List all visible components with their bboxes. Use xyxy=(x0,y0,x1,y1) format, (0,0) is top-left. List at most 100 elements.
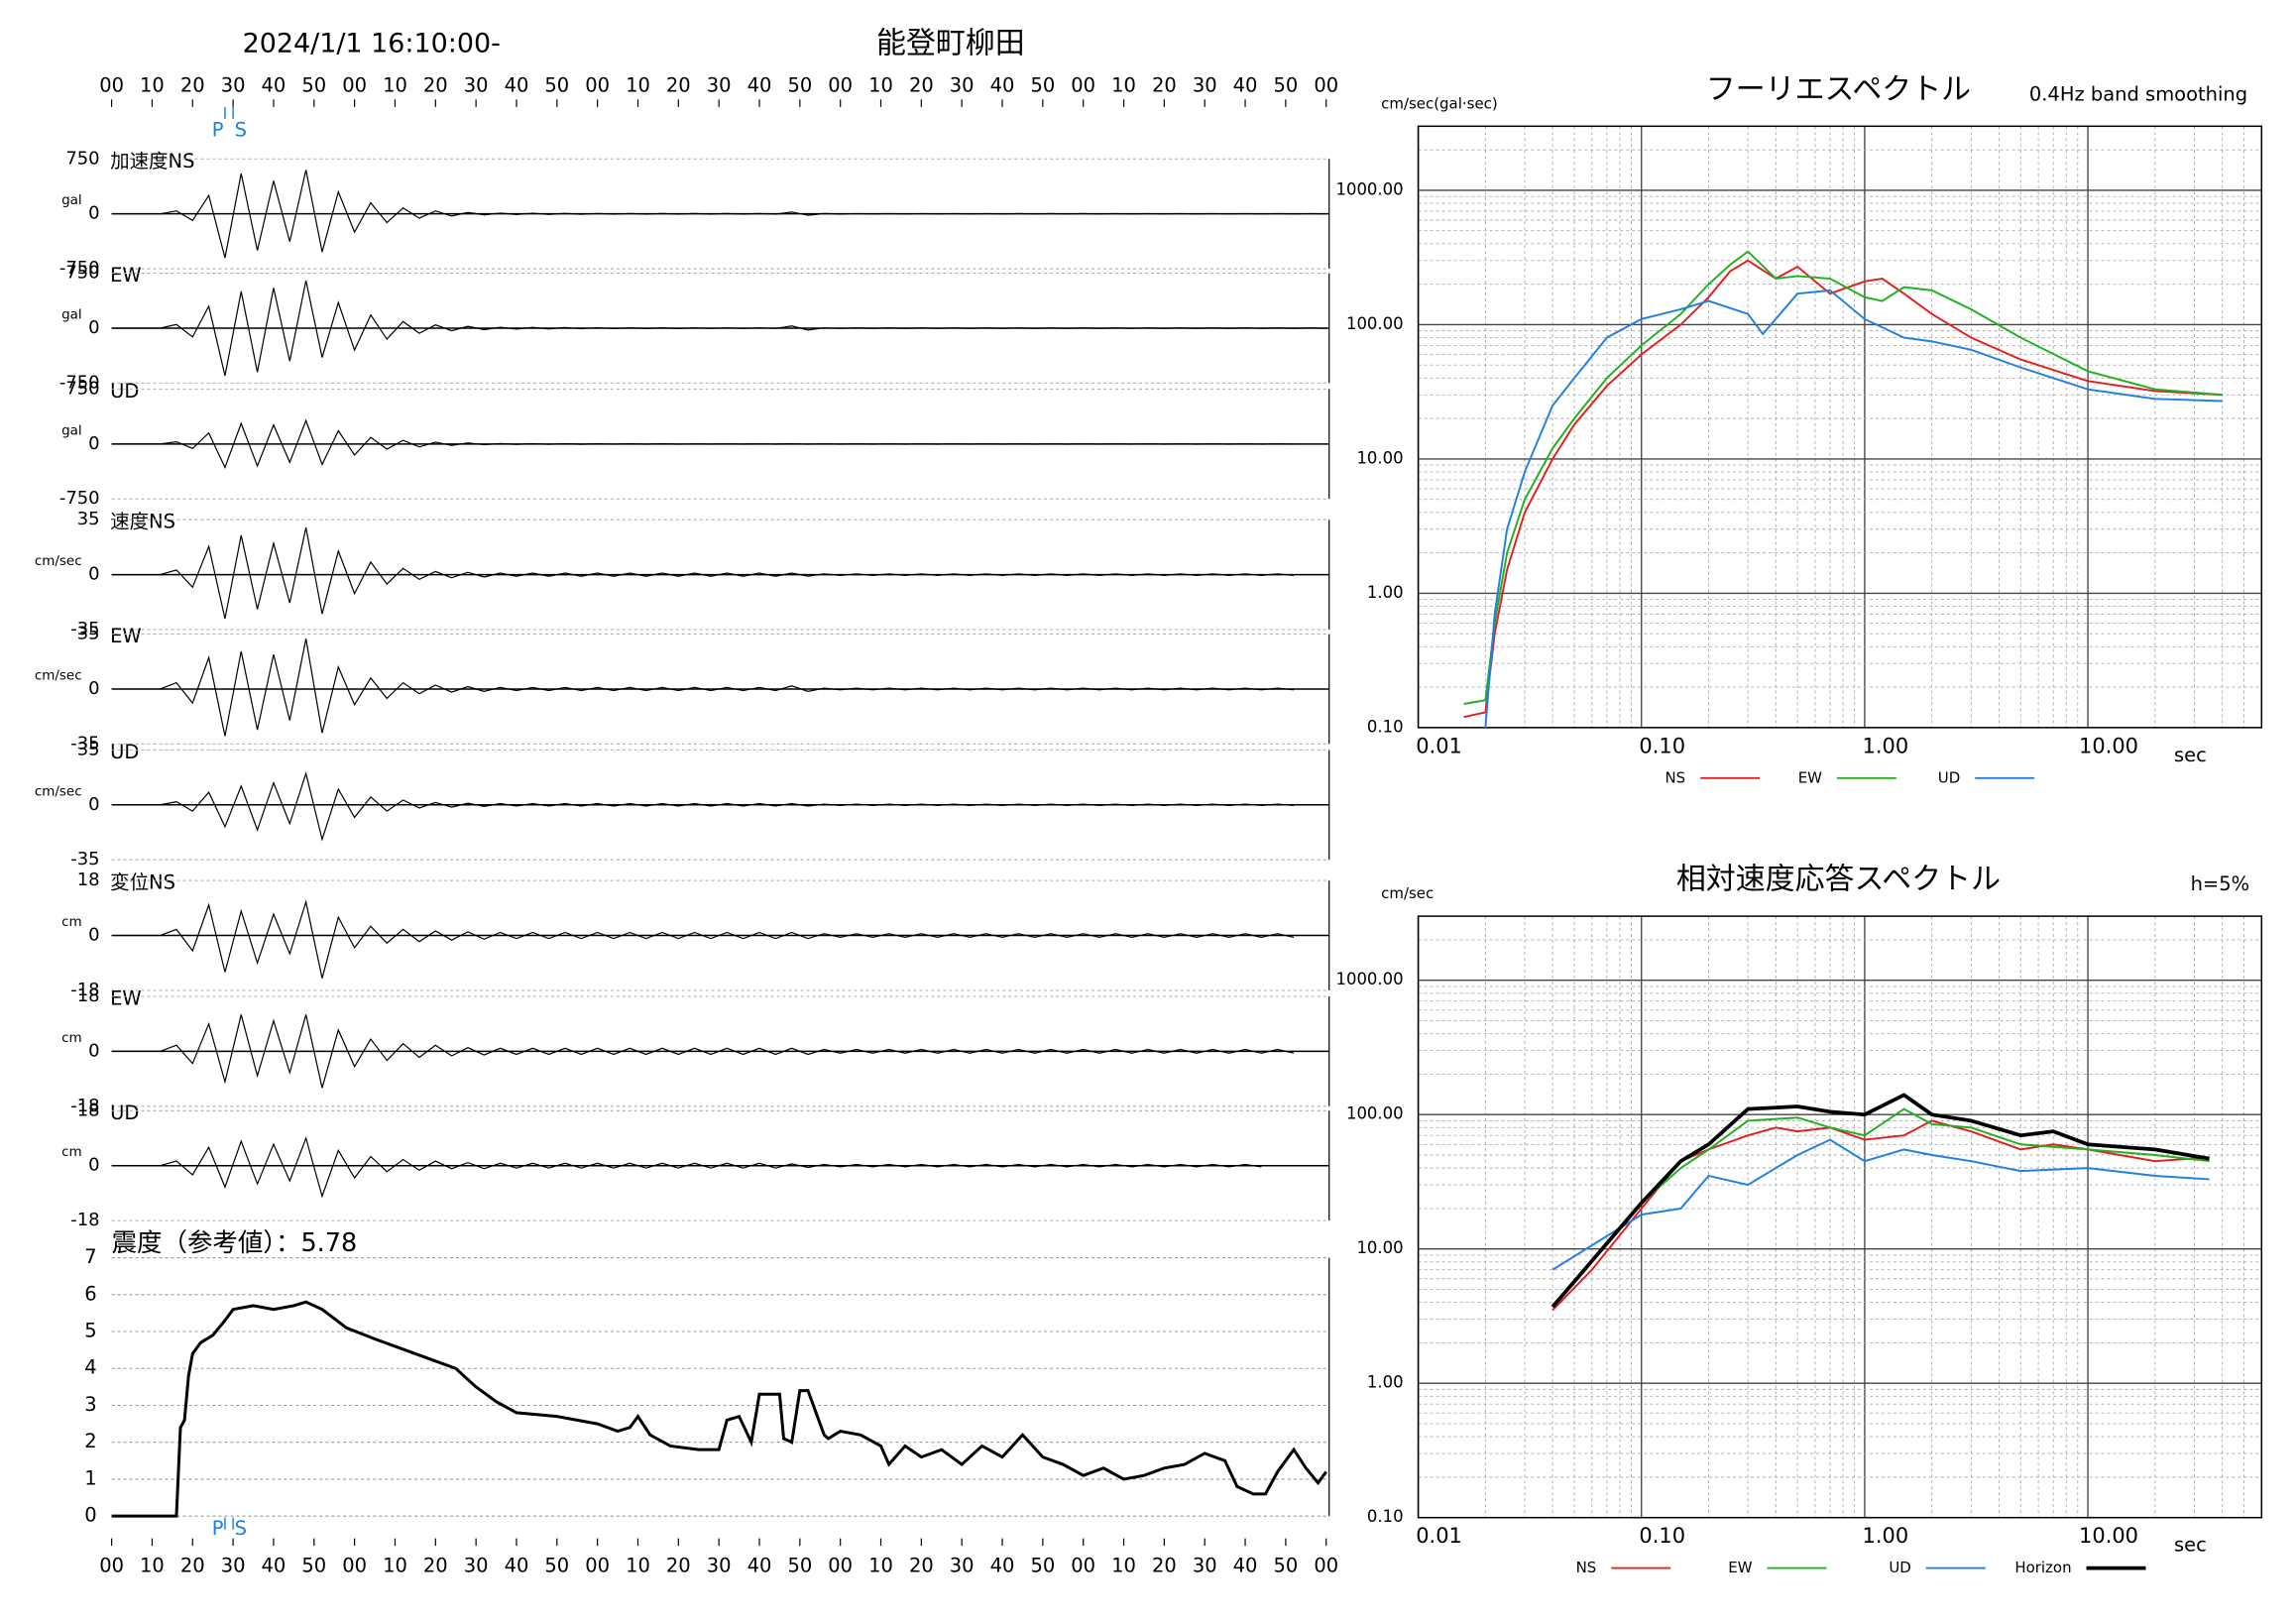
series-line xyxy=(1463,250,2223,705)
intensity-title: 震度（参考値）：5.78 xyxy=(112,1228,358,1258)
y-tick-label: 0 xyxy=(88,1155,99,1176)
waveform-line xyxy=(111,526,1295,620)
y-tick-label: 1000.00 xyxy=(1335,179,1403,198)
x-tick-label: 00 xyxy=(1071,73,1095,96)
x-tick-label: 50 xyxy=(544,73,569,96)
x-tick-label: 20 xyxy=(909,1555,934,1577)
y-tick-label: 6 xyxy=(84,1282,96,1305)
x-tick-label: 20 xyxy=(909,73,934,96)
x-tick-label: 10 xyxy=(1111,73,1136,96)
x-tick-label: 50 xyxy=(544,1555,569,1577)
y-tick-label: 5 xyxy=(84,1320,96,1342)
x-tick-label: 50 xyxy=(1273,1555,1298,1577)
legend-label: UD xyxy=(1889,1559,1910,1576)
y-tick-label: 35 xyxy=(77,509,100,529)
x-tick-label: 20 xyxy=(666,1555,691,1577)
y-tick-label: -35 xyxy=(70,849,99,869)
y-tick-label: 35 xyxy=(77,624,100,644)
x-tick-label: 20 xyxy=(1152,1555,1177,1577)
title: 能登町柳田 xyxy=(876,26,1025,60)
intensity-line xyxy=(111,1300,1327,1518)
x-tick-label: 50 xyxy=(787,1555,812,1577)
y-tick-label: 750 xyxy=(65,263,99,284)
y-tick-label: 0 xyxy=(88,433,99,454)
x-tick-label: 1.00 xyxy=(1863,734,1909,757)
x-tick-label: 0.01 xyxy=(1416,734,1462,757)
x-tick-label: 20 xyxy=(180,73,205,96)
x-tick-label: 00 xyxy=(342,1555,367,1577)
legend-label: Horizon xyxy=(2014,1559,2071,1576)
x-tick-label: 50 xyxy=(1030,73,1055,96)
y-tick-label: 0 xyxy=(88,564,99,585)
x-tick-label: 40 xyxy=(747,73,772,96)
x-tick-label: 50 xyxy=(1273,73,1298,96)
x-tick-label: 40 xyxy=(1233,73,1258,96)
x-tick-label: 40 xyxy=(505,73,529,96)
y-tick-label: -750 xyxy=(59,488,100,509)
legend-label: EW xyxy=(1728,1559,1752,1576)
unit-label: gal xyxy=(61,422,82,438)
x-tick-label: 10 xyxy=(868,1555,893,1577)
y-tick-label: 35 xyxy=(77,739,100,759)
y-tick-label: 0 xyxy=(88,203,99,224)
y-tick-label: 18 xyxy=(77,1100,100,1120)
series-group xyxy=(1463,250,2223,728)
x-tick-label: 20 xyxy=(423,1555,448,1577)
waveform-line xyxy=(111,899,1295,979)
x-tick-label: 00 xyxy=(828,73,853,96)
x-tick-label: 50 xyxy=(301,73,326,96)
x-tick-label: 00 xyxy=(585,1555,610,1577)
x-tick-label: 00 xyxy=(99,1555,124,1577)
y-tick-label: 4 xyxy=(84,1356,96,1379)
chart-title: フーリエスペクトル xyxy=(1706,72,1971,107)
waveform-line xyxy=(111,1136,1262,1199)
x-tick-label: 50 xyxy=(301,1555,326,1577)
x-tick-label: 20 xyxy=(666,73,691,96)
series-line xyxy=(1550,1093,2210,1309)
x-tick-label: 50 xyxy=(787,73,812,96)
x-tick-label: 40 xyxy=(505,1555,529,1577)
unit-label: gal xyxy=(61,307,82,323)
x-tick-label: 00 xyxy=(1314,73,1338,96)
y-tick-label: 1.00 xyxy=(1367,583,1404,602)
panel-label: UD xyxy=(110,380,139,403)
panel-label: 変位NS xyxy=(110,871,175,894)
y-tick-label: 0 xyxy=(88,317,99,338)
y-tick-label: 100.00 xyxy=(1346,314,1404,333)
x-tick-label: 10 xyxy=(626,73,650,96)
y-tick-label: -750 xyxy=(59,372,100,393)
waveform-line xyxy=(111,770,1295,842)
x-tick-label: 10.00 xyxy=(2079,734,2138,757)
unit-label: cm/sec xyxy=(35,667,82,683)
x-tick-label: 0.10 xyxy=(1639,1524,1685,1548)
series-group xyxy=(1550,1093,2210,1312)
y-tick-label: 0 xyxy=(88,794,99,815)
y-tick-label: -18 xyxy=(70,980,99,1000)
y-tick-label: 18 xyxy=(77,869,100,890)
series-line xyxy=(1551,1107,2210,1307)
phase-label: S xyxy=(235,118,247,141)
y-tick-label: -35 xyxy=(70,733,99,754)
x-tick-label: 40 xyxy=(747,1555,772,1577)
y-tick-label: -18 xyxy=(70,1210,99,1230)
x-tick-label: 30 xyxy=(464,73,489,96)
unit-label: cm xyxy=(61,1144,82,1160)
panel-label: UD xyxy=(110,741,139,763)
y-axis-label: cm/sec(gal·sec) xyxy=(1381,94,1498,112)
legend-label: NS xyxy=(1576,1559,1597,1576)
x-tick-label: 00 xyxy=(828,1555,853,1577)
x-tick-label: 30 xyxy=(950,73,975,96)
x-tick-label: 40 xyxy=(990,73,1015,96)
legend-label: EW xyxy=(1798,768,1822,786)
waveform-line xyxy=(111,280,1326,377)
y-tick-label: 0.10 xyxy=(1367,717,1404,736)
x-axis-label: sec xyxy=(2174,1534,2207,1557)
chart-subtitle: 0.4Hz band smoothing xyxy=(2029,82,2247,105)
series-line xyxy=(1483,289,2223,728)
y-tick-label: 1 xyxy=(84,1466,96,1489)
x-tick-label: 20 xyxy=(423,73,448,96)
phase-label: S xyxy=(235,1517,247,1540)
x-tick-label: 00 xyxy=(1071,1555,1095,1577)
x-tick-label: 50 xyxy=(1030,1555,1055,1577)
x-tick-label: 20 xyxy=(1152,73,1177,96)
